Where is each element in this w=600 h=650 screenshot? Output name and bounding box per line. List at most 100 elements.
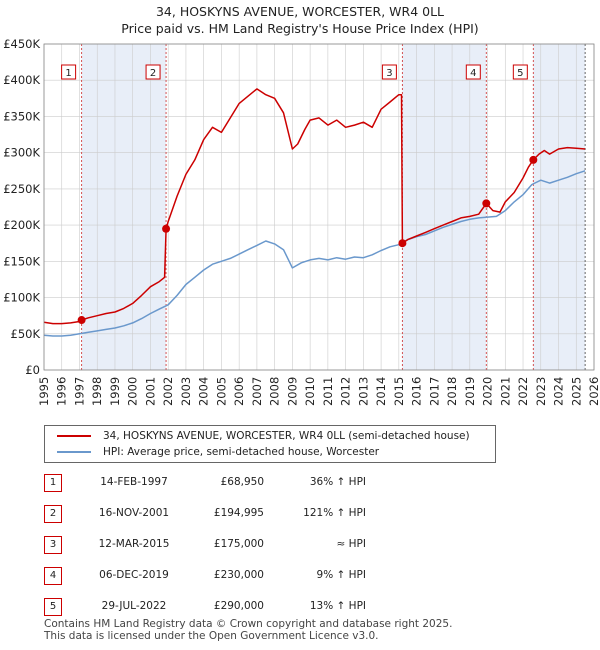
sale-label-box (145, 64, 161, 80)
x-tick-label: 1997 (72, 377, 86, 406)
sale-label: 3 (386, 68, 392, 79)
sale-price: £230,000 (213, 569, 264, 581)
y-tick-label: £150K (3, 254, 40, 268)
sale-date: 12-MAR-2015 (98, 538, 170, 550)
x-tick-label: 2016 (410, 377, 424, 406)
plot-frame (43, 43, 595, 371)
series-line-property (43, 88, 586, 325)
y-tick-label: £200K (3, 218, 40, 232)
x-tick-label: 2008 (268, 377, 282, 406)
sale-date: 06-DEC-2019 (99, 569, 169, 581)
y-tick-label: £50K (11, 327, 41, 341)
x-tick-label: 1998 (90, 377, 104, 406)
sale-hpi: 36% ↑ HPI (309, 476, 366, 488)
sale-label: 2 (150, 68, 156, 79)
x-tick-label: 2022 (516, 377, 530, 406)
legend-red-label: 34, HOSKYNS AVENUE, WORCESTER, WR4 0LL (… (103, 430, 470, 442)
sale-label: 1 (65, 68, 71, 79)
sale-point (398, 239, 407, 248)
x-tick-label: 2007 (250, 377, 264, 406)
x-tick-label: 2004 (197, 377, 211, 406)
sale-price: £290,000 (213, 600, 264, 612)
x-tick-label: 1996 (55, 377, 69, 406)
footer-license: This data is licensed under the Open Gov… (44, 630, 379, 642)
footer-copyright: Contains HM Land Registry data © Crown c… (44, 618, 453, 630)
sale-date: 14-FEB-1997 (100, 476, 168, 488)
sale-price: £68,950 (220, 476, 264, 488)
x-tick-label: 2001 (143, 377, 157, 406)
sale-number-badge: 1 (44, 474, 62, 492)
sale-label: 5 (517, 68, 523, 79)
sale-point (162, 224, 171, 233)
y-tick-label: £100K (3, 291, 40, 305)
sale-label-box (465, 64, 481, 80)
sale-point (529, 155, 538, 164)
x-tick-label: 2015 (392, 377, 406, 406)
sale-number-badge: 2 (44, 505, 62, 523)
x-tick-label: 2020 (481, 377, 495, 406)
x-tick-label: 2021 (498, 377, 512, 406)
sale-date: 29-JUL-2022 (101, 600, 167, 612)
x-tick-label: 2026 (587, 377, 600, 406)
x-tick-label: 2024 (552, 377, 566, 406)
sale-number-badge: 5 (44, 598, 62, 616)
sale-hpi: ≈ HPI (336, 538, 366, 550)
sale-number-badge: 3 (44, 536, 62, 554)
footer: Contains HM Land Registry data © Crown c… (44, 618, 452, 642)
x-tick-label: 2010 (303, 377, 317, 406)
shaded-range (533, 44, 586, 370)
table-row: 4 06-DEC-2019 £230,000 9% ↑ HPI (44, 567, 464, 587)
table-row: 2 16-NOV-2001 £194,995 121% ↑ HPI (44, 505, 464, 525)
x-tick-label: 2023 (534, 377, 548, 406)
price-chart: 1 2 3 4 5 £0 £50K £100K £150K £200K £250K £300K £35… (3, 37, 600, 406)
legend-blue-swatch (57, 451, 91, 453)
y-tick-label: £0 (25, 363, 40, 377)
chart-title: 34, HOSKYNS AVENUE, WORCESTER, WR4 0LL (155, 4, 445, 19)
x-tick-label: 2011 (321, 377, 335, 406)
legend-item-blue: HPI: Average price, semi-detached house,… (57, 444, 379, 460)
legend-item-red: 34, HOSKYNS AVENUE, WORCESTER, WR4 0LL (… (57, 428, 470, 444)
x-tick-label: 1999 (108, 377, 122, 406)
x-tick-label: 2012 (339, 377, 353, 406)
x-tick-label: 2009 (285, 377, 299, 406)
legend-blue-label: HPI: Average price, semi-detached house,… (103, 446, 380, 458)
sale-number-badge: 4 (44, 567, 62, 585)
y-tick-label: £450K (3, 37, 40, 51)
sale-point (77, 316, 86, 325)
x-tick-label: 2003 (179, 377, 193, 406)
x-tick-label: 2019 (463, 377, 477, 406)
chart-subtitle: Price paid vs. HM Land Registry's House … (121, 21, 479, 36)
sale-hpi: 121% ↑ HPI (303, 507, 366, 519)
sale-point (482, 199, 491, 208)
x-tick-label: 2017 (427, 377, 441, 406)
legend-red-swatch (57, 435, 91, 437)
x-tick-label: 2000 (126, 377, 140, 406)
x-tick-label: 1995 (37, 377, 51, 406)
sale-label-box (61, 64, 77, 80)
sale-hpi: 9% ↑ HPI (316, 569, 366, 581)
x-tick-label: 2005 (214, 377, 228, 406)
y-tick-label: £300K (3, 146, 40, 160)
y-tick-label: £250K (3, 182, 40, 196)
series-lines (43, 88, 586, 337)
sale-date: 16-NOV-2001 (98, 507, 170, 519)
sale-label-box (512, 64, 528, 80)
shaded-range (81, 44, 167, 370)
sale-label-box (381, 64, 397, 80)
shaded-ranges (44, 44, 594, 370)
legend: 34, HOSKYNS AVENUE, WORCESTER, WR4 0LL (… (44, 425, 496, 463)
series-line-hpi (43, 170, 586, 337)
sale-price: £194,995 (213, 507, 264, 519)
sale-price: £175,000 (213, 538, 264, 550)
x-tick-label: 2014 (374, 377, 388, 406)
sale-label: 4 (470, 68, 476, 79)
table-row: 5 29-JUL-2022 £290,000 13% ↑ HPI (44, 598, 464, 618)
x-tick-label: 2025 (569, 377, 583, 406)
y-tick-label: £400K (3, 73, 40, 87)
axes: £0 £50K £100K £150K £200K £250K £300K £350K £400… (3, 37, 600, 406)
table-row: 1 14-FEB-1997 £68,950 36% ↑ HPI (44, 474, 464, 494)
sale-markers: 1 2 3 4 5 (61, 64, 538, 325)
sale-hpi: 13% ↑ HPI (309, 600, 366, 612)
shaded-range (402, 44, 487, 370)
y-tick-label: £350K (3, 109, 40, 123)
